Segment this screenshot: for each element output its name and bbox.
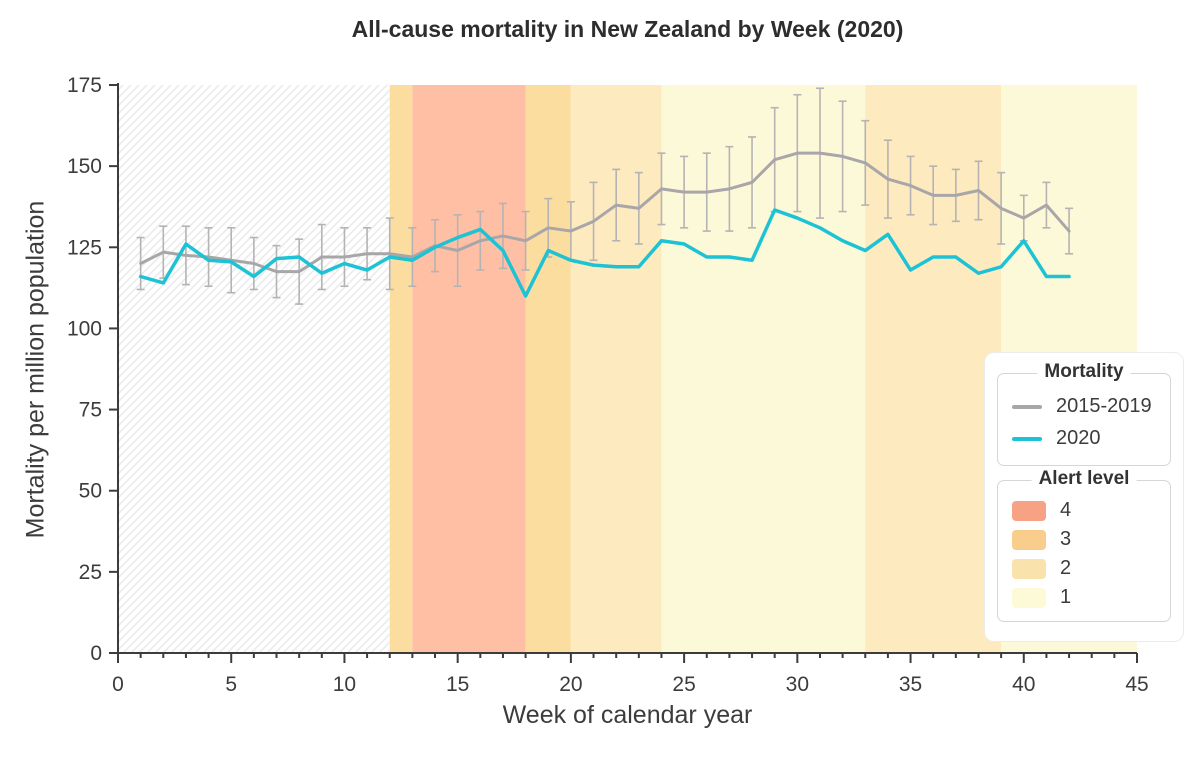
legend-item-2015-2019: 2015-2019	[1012, 395, 1160, 418]
alert-1-swatch	[1012, 587, 1046, 608]
x-tick-label: 20	[559, 673, 582, 696]
legend-item-2020: 2020	[1012, 427, 1160, 450]
y-tick-label: 150	[67, 155, 102, 178]
axis-ticks	[109, 84, 1138, 663]
y-tick-label: 75	[79, 399, 102, 422]
legend-item-alert-4: 4	[1012, 499, 1160, 522]
legend-alert-title: Alert level	[1031, 468, 1137, 490]
y-tick-label: 125	[67, 236, 102, 259]
y-axis-label-wrap: Mortality per million population	[10, 85, 62, 653]
x-tick-label: 45	[1125, 673, 1148, 696]
alert-3-swatch	[1012, 529, 1046, 550]
legend-label: 1	[1060, 586, 1072, 608]
legend-item-alert-3: 3	[1012, 528, 1160, 551]
line-2015-2019	[139, 151, 1071, 274]
x-tick-label: 15	[446, 673, 469, 696]
line-2020	[138, 208, 1071, 298]
x-tick-label: 25	[672, 673, 695, 696]
alert-4-swatch	[1012, 500, 1046, 521]
legend-item-alert-2: 2	[1012, 557, 1160, 580]
x-axis-label: Week of calendar year	[502, 701, 753, 729]
legend-mortality: Mortality 2015-2019 2020	[997, 361, 1171, 466]
x-tick-label: 40	[1012, 673, 1035, 696]
x-tick-label: 10	[333, 673, 356, 696]
alert-band-level-3	[389, 85, 413, 653]
legend-label: 2015-2019	[1056, 395, 1152, 417]
legend-item-alert-1: 1	[1012, 586, 1160, 609]
alert-2-swatch	[1012, 558, 1046, 579]
chart-title: All-cause mortality in New Zealand by We…	[351, 16, 904, 42]
x-tick-label: 35	[899, 673, 922, 696]
y-tick-label: 50	[79, 480, 102, 503]
alert-band-level-1	[661, 85, 866, 653]
y-tick-label: 100	[67, 317, 102, 340]
legend-label: 3	[1060, 528, 1072, 550]
legend-label: 2020	[1056, 427, 1101, 449]
legend-label: 2	[1060, 557, 1072, 579]
x-tick-label: 0	[112, 673, 124, 696]
y-tick-label: 25	[79, 561, 102, 584]
y-tick-label: 175	[67, 74, 102, 97]
x-tick-label: 30	[786, 673, 809, 696]
y-tick-label: 0	[90, 642, 102, 665]
legend-label: 4	[1060, 499, 1072, 521]
legend-alert-level: Alert level 4 3 2 1	[997, 468, 1171, 622]
hatched-region	[118, 85, 390, 653]
y-axis-label: Mortality per million population	[21, 200, 50, 538]
line-swatch-cyan	[1012, 436, 1042, 441]
alert-band-level-3	[525, 85, 571, 653]
alert-band-level-4	[412, 85, 526, 653]
line-swatch-gray	[1012, 404, 1042, 409]
x-tick-label: 5	[225, 673, 237, 696]
axes	[117, 83, 1137, 654]
legend-mortality-title: Mortality	[1037, 361, 1131, 383]
tick-labels: 0 5 10 15 20 25 30 35 40 45 0 25 50 75 100 125 150 175	[67, 74, 1149, 696]
legend-card: Mortality 2015-2019 2020 Alert level 4 3	[984, 352, 1184, 642]
